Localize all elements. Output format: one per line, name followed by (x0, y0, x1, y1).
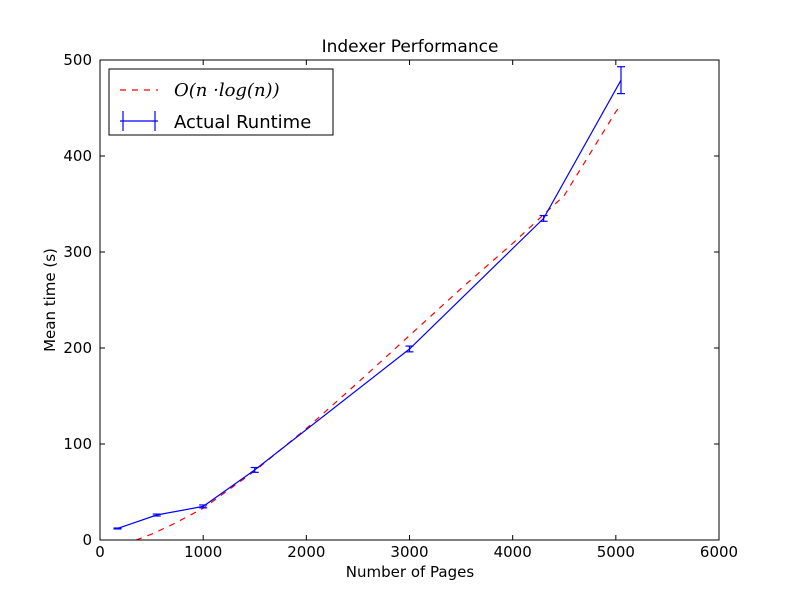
x-tick-label: 4000 (494, 543, 532, 561)
legend: O(n ·log(n)) Actual Runtime (108, 68, 334, 136)
x-tick-label: 1000 (184, 543, 222, 561)
y-tick-label: 400 (63, 147, 92, 165)
y-axis-label: Mean time (s) (41, 248, 59, 352)
y-tick-label: 0 (82, 531, 92, 549)
chart-title: Indexer Performance (322, 37, 499, 57)
y-tick-label: 100 (63, 435, 92, 453)
x-tick-label: 0 (95, 543, 105, 561)
legend-label-nlogn: O(n ·log(n)) (174, 80, 280, 101)
y-tick-label: 500 (63, 51, 92, 69)
plot-frame (99, 59, 720, 541)
x-tick-label: 6000 (700, 543, 738, 561)
x-tick-label: 3000 (390, 543, 428, 561)
x-tick-label: 5000 (597, 543, 635, 561)
legend-box (108, 68, 334, 136)
plot-area: 0 1000 2000 3000 4000 5000 6000 0 100 200 300 400 50… (63, 51, 738, 561)
x-tick-label: 2000 (287, 543, 325, 561)
y-tick-label: 200 (63, 339, 92, 357)
legend-label-actual: Actual Runtime (174, 112, 311, 133)
x-axis-label: Number of Pages (346, 563, 475, 581)
y-tick-label: 300 (63, 243, 92, 261)
series-line-nlogn (135, 104, 622, 540)
